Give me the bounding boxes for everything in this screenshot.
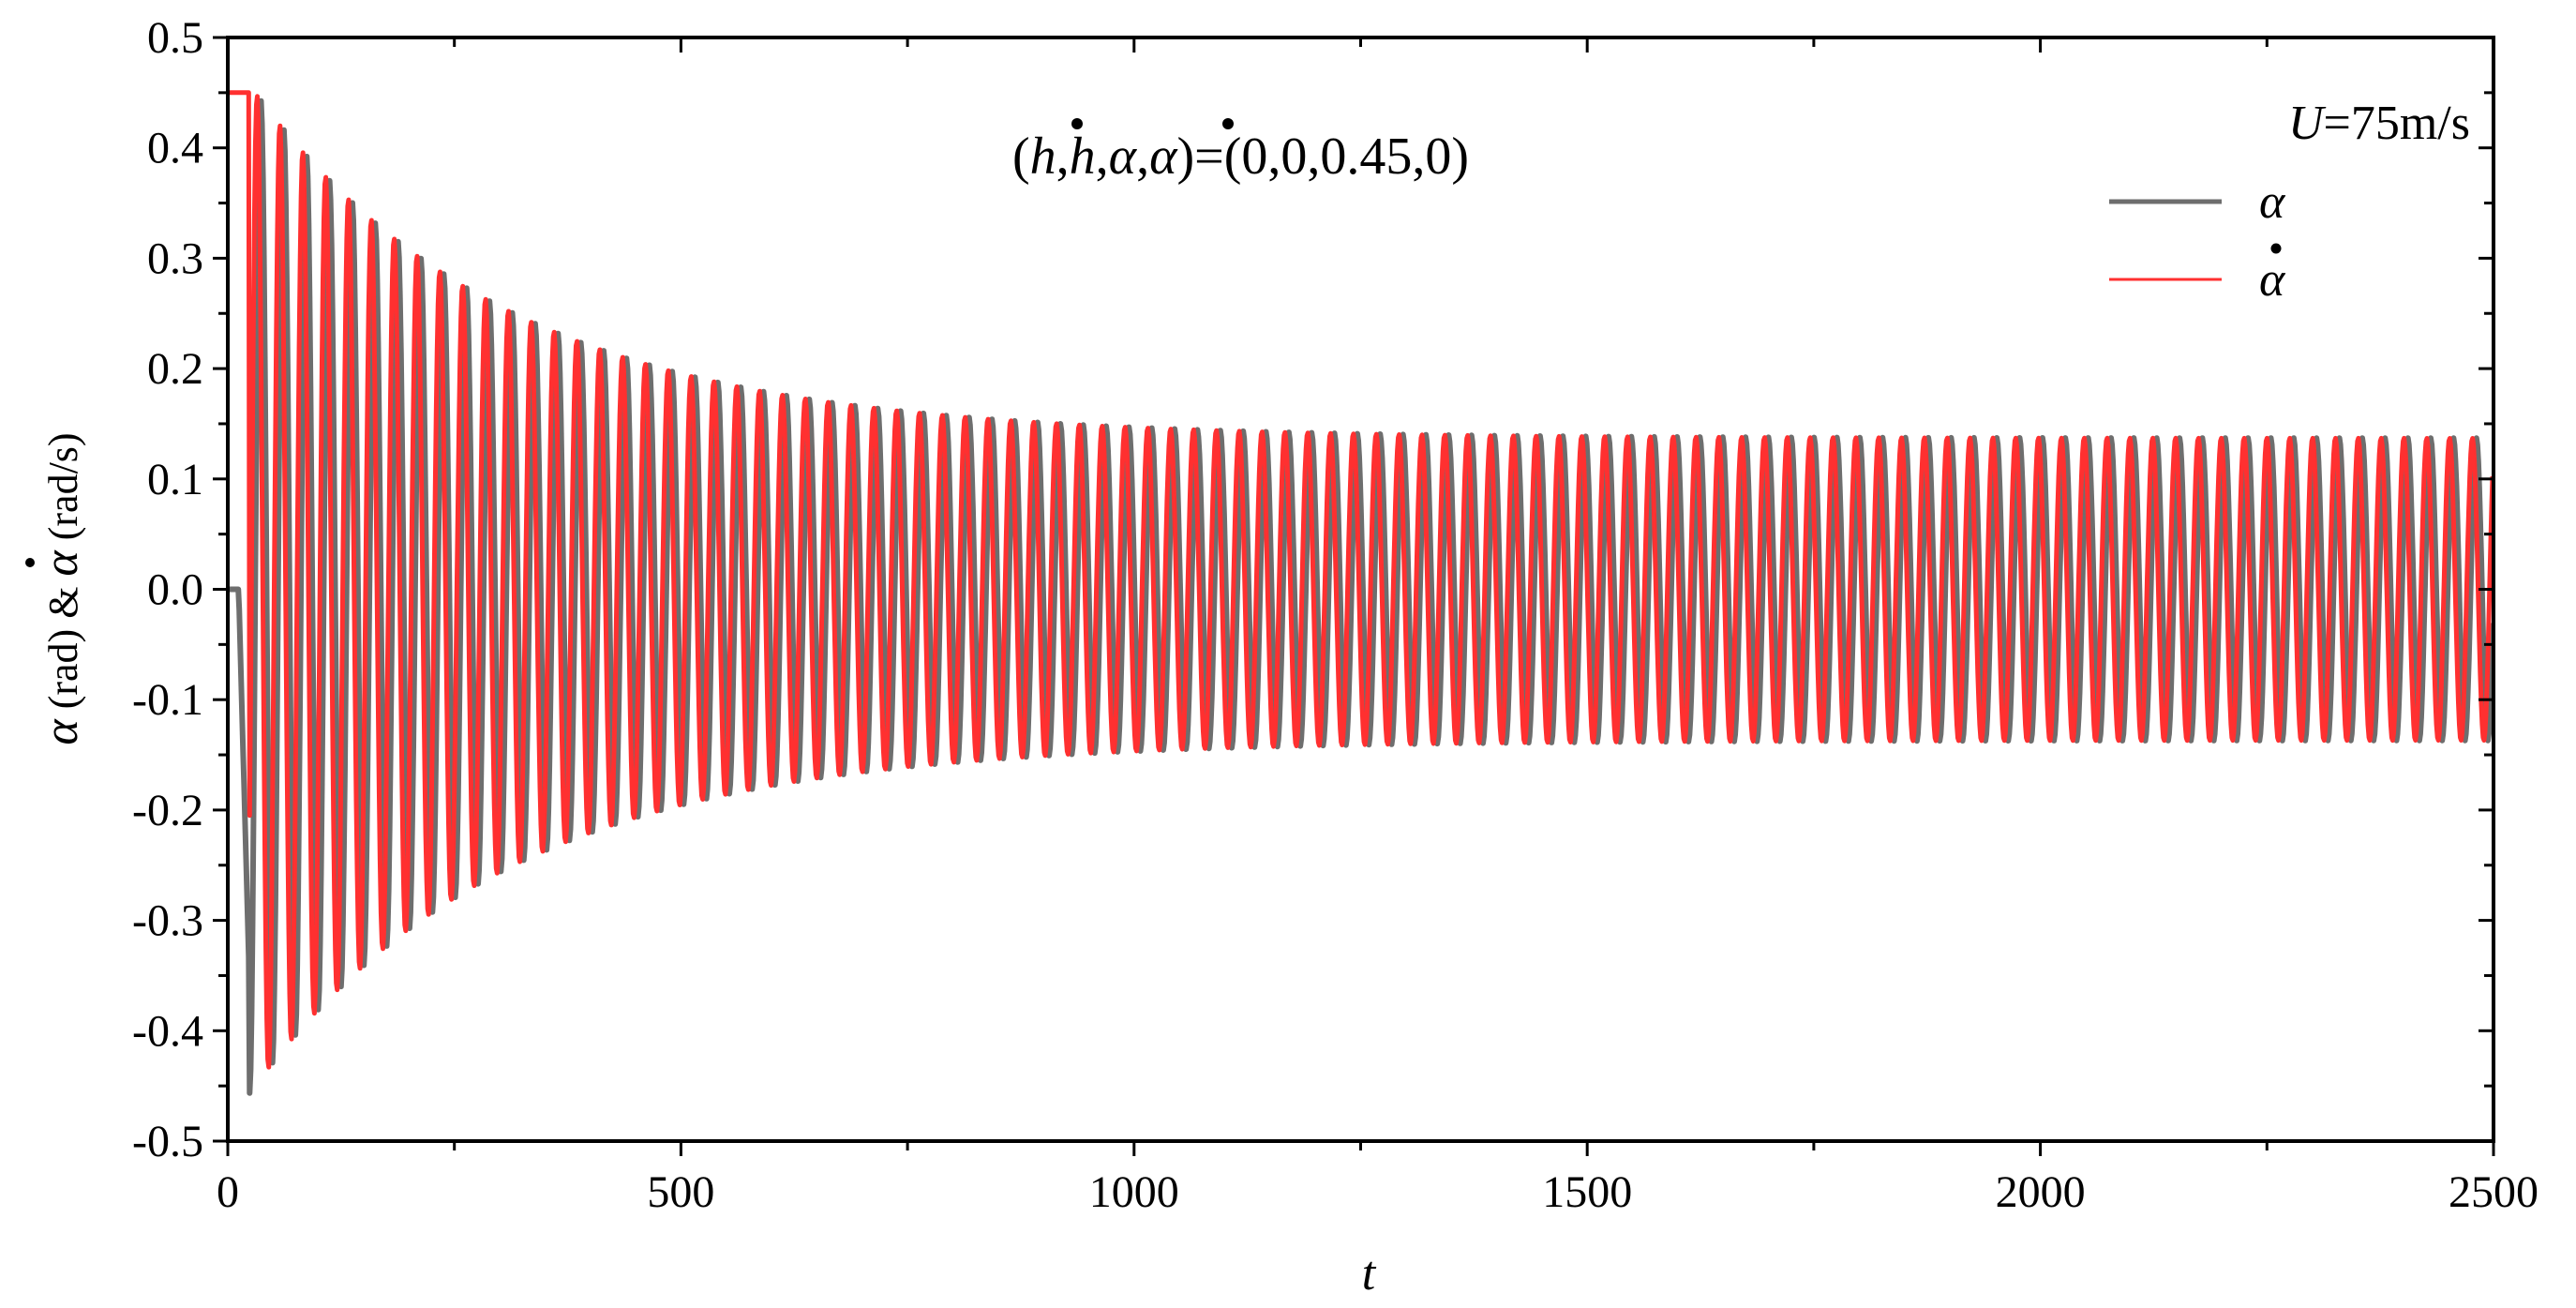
y-tick-label: -0.3 [132, 896, 203, 946]
tick-labels-layer: 0 500 1000 1500 2000 2500 0.5 0.4 0.3 0.2 0.1 0.0 -0… [132, 13, 2539, 1217]
y-axis-title: α (rad) & α (rad/s) [25, 432, 88, 745]
series-layer [226, 90, 2495, 1096]
y-tick-label: 0.3 [147, 233, 203, 283]
series-line-alpha [226, 98, 2495, 1096]
annotation-alpha-dot: α [1149, 128, 1178, 186]
x-axis-title: t [1362, 1247, 1377, 1300]
y-tick-label: -0.1 [132, 675, 203, 725]
annotation-comma-2: , [1096, 128, 1109, 186]
y-tick-label: 0.1 [147, 455, 203, 504]
y-tick-label: 0.2 [147, 344, 203, 394]
y-tick-label: -0.2 [132, 786, 203, 835]
x-tick-label: 0 [217, 1167, 239, 1217]
series-line-alpha-dot [226, 90, 2495, 1070]
annotation-paren-open: ( [1012, 128, 1030, 186]
annotation-comma-3: , [1136, 128, 1149, 186]
annotation-alpha: α [1109, 128, 1138, 186]
annotation-h-dot-mark [1071, 118, 1083, 129]
y-tick-label: -0.4 [132, 1006, 203, 1056]
svg-text:(h,h,α,α)=(0,0,0.45,0): (h,h,α,α)=(0,0,0.45,0) [1012, 128, 1469, 186]
legend-label-alpha: α [2259, 175, 2286, 229]
annotation-comma-1: , [1056, 128, 1070, 186]
svg-text:α (rad) & α (rad/s): α (rad) & α (rad/s) [35, 432, 88, 744]
legend-alpha-dot-mark [2270, 243, 2282, 254]
legend-title: U=75m/s [2288, 97, 2470, 150]
initial-condition-annotation: (h,h,α,α)=(0,0,0.45,0) [1012, 118, 1469, 186]
y-tick-label: 0.5 [147, 13, 203, 63]
legend-label-alpha-dot: α [2259, 253, 2286, 307]
annotation-h: h [1030, 128, 1056, 186]
annotation-alpha-dot-mark [1222, 118, 1234, 129]
annotation-values: )=(0,0,0.45,0) [1176, 128, 1469, 186]
x-tick-label: 2500 [2449, 1167, 2539, 1217]
x-tick-label: 500 [647, 1167, 714, 1217]
legend: U=75m/s α α [2109, 97, 2470, 307]
plot-area: 0 500 1000 1500 2000 2500 0.5 0.4 0.3 0.2 0.1 0.0 -0… [132, 13, 2539, 1217]
x-tick-label: 1000 [1089, 1167, 1179, 1217]
ticks-layer [213, 36, 2495, 1156]
annotation-h-dot: h [1070, 128, 1096, 186]
y-tick-label: 0.4 [147, 124, 203, 173]
y-tick-label: -0.5 [132, 1117, 203, 1166]
x-tick-label: 1500 [1542, 1167, 1632, 1217]
y-tick-label: 0.0 [147, 565, 203, 615]
x-tick-label: 2000 [1996, 1167, 2086, 1217]
y-axis-alpha-dot-mark [25, 558, 35, 567]
